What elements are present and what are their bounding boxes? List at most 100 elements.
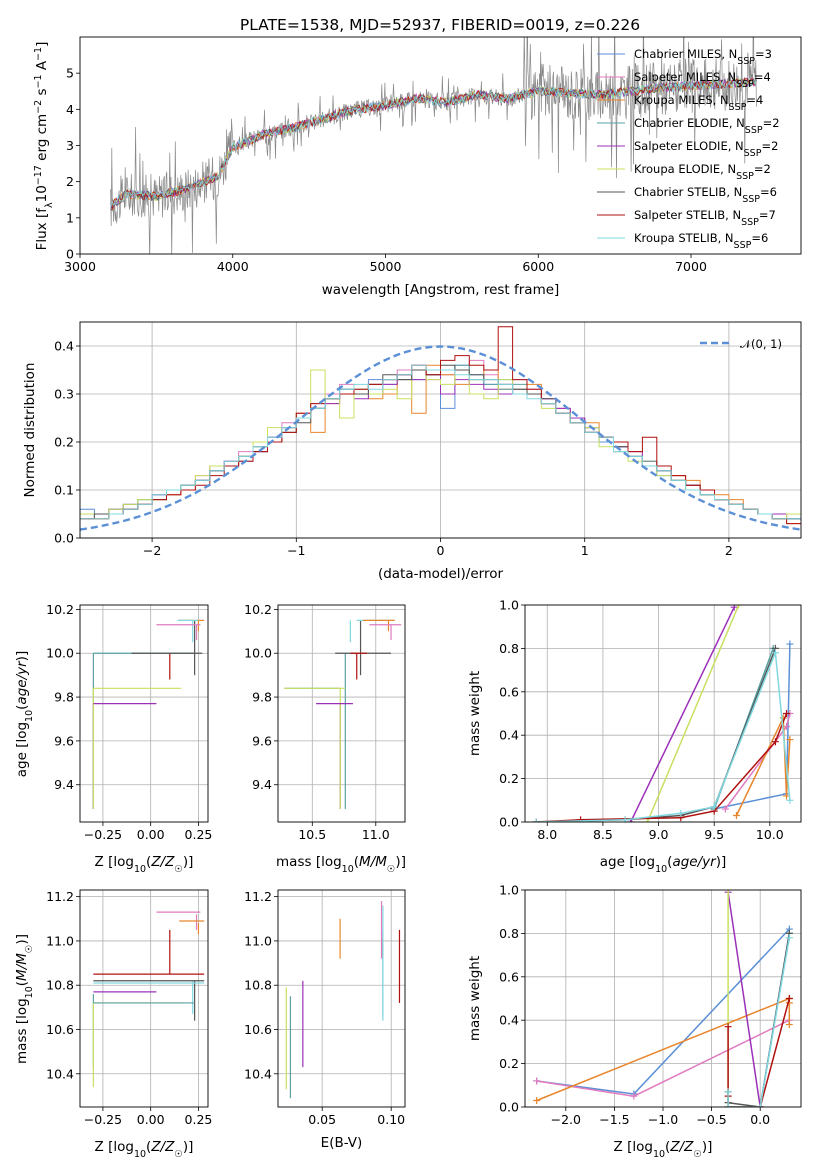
x-tick-label: −0.5 [696, 1112, 726, 1127]
label-part: Salpeter MILES, N [634, 70, 736, 84]
label-part: =4 [746, 93, 763, 107]
label-part: ☉ [387, 864, 396, 875]
legend-entry: Salpeter ELODIE, NSSP=2 [634, 139, 778, 159]
marker [771, 649, 779, 657]
label-part: ( [146, 1139, 151, 1155]
x-axis-label: wavelength [Angstrom, rest frame] [322, 282, 560, 298]
x-tick-label: 9.0 [649, 827, 669, 842]
y-tick-label: 0.2 [54, 435, 74, 450]
x-tick-label: 0.10 [377, 1112, 405, 1127]
series-line [727, 892, 761, 1107]
marker [785, 995, 793, 1002]
marker [786, 640, 794, 648]
axes-frame [524, 604, 802, 823]
plot-area [92, 911, 205, 1088]
marker [785, 934, 793, 942]
label-part: Chabrier ELODIE, N [634, 116, 745, 130]
label-part: 10 [653, 1149, 665, 1160]
y-tick-label: 9.6 [54, 733, 74, 748]
marker [621, 816, 629, 822]
x-tick-label: 2 [725, 543, 733, 558]
label-part: ( [667, 854, 672, 870]
y-axis-label-part: −1 [33, 74, 44, 88]
y-axis-label-part: mass [log [14, 998, 30, 1064]
label-part: Z [log [614, 1139, 653, 1155]
label-part: ☉ [174, 864, 183, 875]
marker [577, 816, 585, 822]
legend-entry: 𝒩(0, 1) [740, 337, 782, 351]
marker [756, 1103, 764, 1107]
y-axis-label-part: )] [14, 934, 30, 945]
y-tick-label: 3 [66, 138, 74, 153]
label-part: Kroupa MILES, N [634, 93, 729, 107]
x-tick-label: 8.5 [593, 827, 613, 842]
x-axis-label: (data-model)/error [378, 566, 504, 582]
marker [735, 605, 743, 609]
y-tick-label: 0.3 [54, 387, 74, 402]
label-part: =6 [751, 231, 768, 245]
x-tick-label: −2 [143, 543, 161, 558]
marker [724, 890, 732, 894]
series-line [536, 713, 788, 822]
plot-area [92, 619, 205, 809]
y-tick-label: 0.4 [499, 1013, 519, 1028]
marker [724, 1103, 732, 1107]
y-tick-label: 9.6 [252, 733, 272, 748]
legend-entry: Kroupa ELODIE, NSSP=2 [634, 162, 771, 182]
y-tick-label: 0.8 [499, 641, 519, 656]
legend-entry: Kroupa MILES, NSSP=4 [634, 93, 763, 113]
y-tick-label: 0.2 [499, 1056, 519, 1071]
plot-area [80, 326, 801, 538]
age-vs-mass-panel: 10.5 11.0 9.4 9.6 9.8 10.0 10.2 mass [log10(M/M… [244, 602, 406, 875]
y-axis-label-part: ( [14, 705, 30, 710]
label-part: SSP [729, 102, 747, 113]
x-tick-label: 10.0 [756, 827, 784, 842]
y-tick-label: 1 [66, 210, 74, 225]
series-line [536, 997, 791, 1102]
x-tick-label: 3000 [64, 259, 96, 274]
x-tick-label: 8.0 [537, 827, 557, 842]
axes-frame [79, 604, 209, 823]
plot-area [285, 901, 401, 1099]
y-tick-label: 2 [66, 174, 74, 189]
label-part: Kroupa STELIB, N [634, 231, 734, 245]
weight-vs-metallicity-panel: −2.0 −1.5 −1.0 −0.5 0.0 0.0 0.2 0.4 0.6 0.8 1.0 mas… [467, 883, 802, 1160]
label-part: )] [183, 1139, 194, 1155]
y-axis-label: mass weight [467, 956, 483, 1041]
label-part: age [log [600, 854, 655, 870]
y-tick-label: 4 [66, 102, 74, 117]
histogram-step [80, 364, 801, 538]
y-axis-label-part: λ [44, 202, 55, 208]
axes-frame [79, 889, 209, 1108]
x-tick-label: 0.00 [137, 827, 165, 842]
y-axis-label: age [log10(age/yr)] [14, 651, 35, 777]
y-tick-label: 9.4 [252, 777, 272, 792]
residual-histogram-panel: −2 −1 0 1 2 0.0 0.1 0.2 0.3 0.4 (data-model)/error… [22, 321, 802, 582]
figure-title: PLATE=1538, MJD=52937, FIBERID=0019, z=0… [240, 16, 640, 34]
y-axis-label-part: −17 [33, 165, 44, 185]
x-axis-label: Z [log10(Z/Z☉)] [95, 1139, 194, 1160]
label-part: Salpeter STELIB, N [634, 208, 741, 222]
marker [643, 818, 651, 822]
marker [732, 811, 740, 819]
y-axis-label-part: age/yr [14, 660, 30, 705]
y-tick-label: 1.0 [499, 883, 519, 898]
marker [710, 803, 718, 811]
label-part: SSP [737, 56, 755, 67]
label-part: =2 [763, 116, 780, 130]
label-part: ( [146, 854, 151, 870]
x-tick-label: −1 [287, 543, 305, 558]
y-tick-label: 9.8 [252, 690, 272, 705]
y-tick-label: 10.8 [46, 978, 74, 993]
histogram-step [80, 326, 801, 538]
label-part: SSP [744, 148, 762, 159]
y-axis-label-part: )] [14, 651, 30, 662]
model-spectrum-line [110, 79, 758, 208]
x-axis-label: E(B-V) [321, 1135, 363, 1151]
label-part: 10 [655, 864, 667, 875]
marker [724, 1088, 732, 1096]
y-tick-label: 10.8 [244, 978, 272, 993]
y-tick-label: 11.0 [244, 933, 272, 948]
label-part: =4 [754, 70, 771, 84]
axes-frame [277, 889, 406, 1108]
